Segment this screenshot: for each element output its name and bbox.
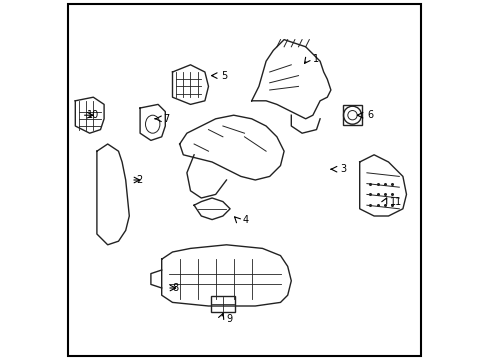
Text: 2: 2 (136, 175, 142, 185)
Text: 9: 9 (226, 314, 232, 324)
Text: 11: 11 (389, 197, 402, 207)
Text: 6: 6 (366, 110, 372, 120)
Text: 10: 10 (87, 110, 99, 120)
Text: 1: 1 (312, 54, 318, 64)
Text: 7: 7 (163, 114, 169, 124)
Text: 5: 5 (221, 71, 227, 81)
Text: 3: 3 (339, 164, 346, 174)
Text: 8: 8 (172, 283, 178, 293)
Text: 4: 4 (242, 215, 248, 225)
